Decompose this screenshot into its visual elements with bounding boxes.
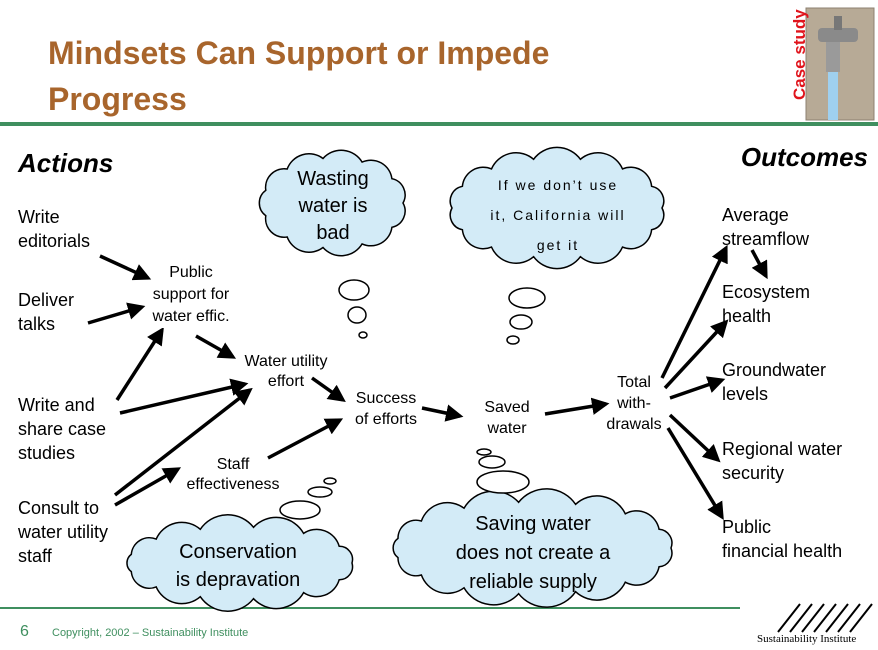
action-node: staff bbox=[18, 544, 52, 568]
action-node: editorials bbox=[18, 229, 90, 253]
arrow bbox=[668, 428, 722, 517]
intermediate-node: Public bbox=[169, 262, 213, 284]
intermediate-node: effectiveness bbox=[186, 475, 279, 495]
thought-bubble bbox=[479, 456, 505, 468]
thought-bubble bbox=[324, 478, 336, 484]
thought-bubble bbox=[339, 280, 369, 300]
copyright: Copyright, 2002 – Sustainability Institu… bbox=[52, 627, 248, 639]
arrow bbox=[88, 307, 142, 323]
header-rule bbox=[0, 122, 878, 126]
outcome-node: streamflow bbox=[722, 227, 809, 251]
footer-rule bbox=[0, 607, 740, 609]
thought-text: Conservation bbox=[179, 538, 297, 566]
intermediate-node: Success bbox=[356, 388, 416, 409]
intermediate-node: Water utility bbox=[245, 352, 328, 372]
thought-text: Saving water bbox=[475, 510, 591, 539]
case-study-badge: Case study bbox=[790, 20, 810, 100]
intermediate-node: Saved bbox=[484, 397, 529, 418]
logo-stroke bbox=[790, 604, 812, 632]
outcome-node: Average bbox=[722, 203, 789, 227]
action-node: Write and bbox=[18, 393, 95, 417]
action-node: share case bbox=[18, 417, 106, 441]
arrow bbox=[117, 330, 162, 400]
logo-stroke bbox=[850, 604, 872, 632]
thought-text: is depravation bbox=[176, 566, 301, 594]
intermediate-node: of efforts bbox=[355, 409, 417, 430]
page-number: 6 bbox=[20, 623, 29, 641]
thought-bubble bbox=[477, 449, 491, 455]
thought-text: get it bbox=[537, 230, 579, 260]
outcome-node: levels bbox=[722, 382, 768, 406]
slide: Mindsets Can Support or Impede Progress C… bbox=[0, 0, 878, 650]
thought-bubble bbox=[280, 501, 320, 519]
logo-stroke bbox=[778, 604, 800, 632]
action-node: Write bbox=[18, 205, 60, 229]
action-node: Deliver bbox=[18, 288, 74, 312]
arrow bbox=[545, 404, 606, 414]
intermediate-node: effort bbox=[268, 372, 304, 392]
thought-text: reliable supply bbox=[469, 568, 597, 597]
arrow bbox=[670, 380, 722, 398]
faucet-picture bbox=[806, 8, 874, 120]
outcome-node: Ecosystem bbox=[722, 280, 810, 304]
thought-bubble bbox=[359, 332, 367, 338]
arrow bbox=[312, 378, 343, 400]
thought-text: does not create a bbox=[456, 539, 611, 568]
arrow bbox=[670, 415, 718, 460]
thought-text: If we don’t use bbox=[498, 170, 618, 200]
arrow bbox=[196, 336, 233, 357]
logo-stroke bbox=[838, 604, 860, 632]
logo-text: Sustainability Institute bbox=[757, 633, 856, 645]
arrow bbox=[752, 250, 766, 276]
intermediate-node: Total bbox=[617, 372, 651, 393]
intermediate-node: water effic. bbox=[152, 306, 229, 328]
intermediate-node: support for bbox=[153, 284, 229, 306]
outcome-node: financial health bbox=[722, 539, 842, 563]
thought-bubble bbox=[510, 315, 532, 329]
arrow bbox=[100, 256, 148, 278]
outcome-node: Groundwater bbox=[722, 358, 826, 382]
outcome-node: Public bbox=[722, 515, 771, 539]
action-node: Consult to bbox=[18, 496, 99, 520]
intermediate-node: water bbox=[487, 418, 526, 439]
intermediate-node: drawals bbox=[606, 414, 661, 435]
action-node: water utility bbox=[18, 520, 108, 544]
thought-bubble bbox=[308, 487, 332, 497]
thought-bubble bbox=[507, 336, 519, 344]
logo-stroke bbox=[826, 604, 848, 632]
action-node: talks bbox=[18, 312, 55, 336]
logo-stroke bbox=[814, 604, 836, 632]
intermediate-node: with- bbox=[617, 393, 651, 414]
thought-bubble bbox=[509, 288, 545, 308]
column-heading: Outcomes bbox=[741, 142, 868, 173]
thought-text: Wasting bbox=[297, 166, 369, 193]
arrow bbox=[268, 420, 340, 458]
intermediate-node: Staff bbox=[217, 455, 250, 475]
thought-bubble bbox=[348, 307, 366, 323]
thought-text: water is bbox=[299, 193, 368, 220]
outcome-node: health bbox=[722, 304, 771, 328]
thought-bubble bbox=[477, 471, 529, 493]
arrow bbox=[422, 408, 460, 416]
action-node: studies bbox=[18, 441, 75, 465]
thought-text: it, California will bbox=[490, 200, 625, 230]
logo-stroke bbox=[802, 604, 824, 632]
thought-text: bad bbox=[316, 220, 349, 247]
column-heading: Actions bbox=[18, 148, 113, 179]
slide-title: Mindsets Can Support or Impede Progress bbox=[48, 30, 678, 122]
outcome-node: security bbox=[722, 461, 784, 485]
outcome-node: Regional water bbox=[722, 437, 842, 461]
